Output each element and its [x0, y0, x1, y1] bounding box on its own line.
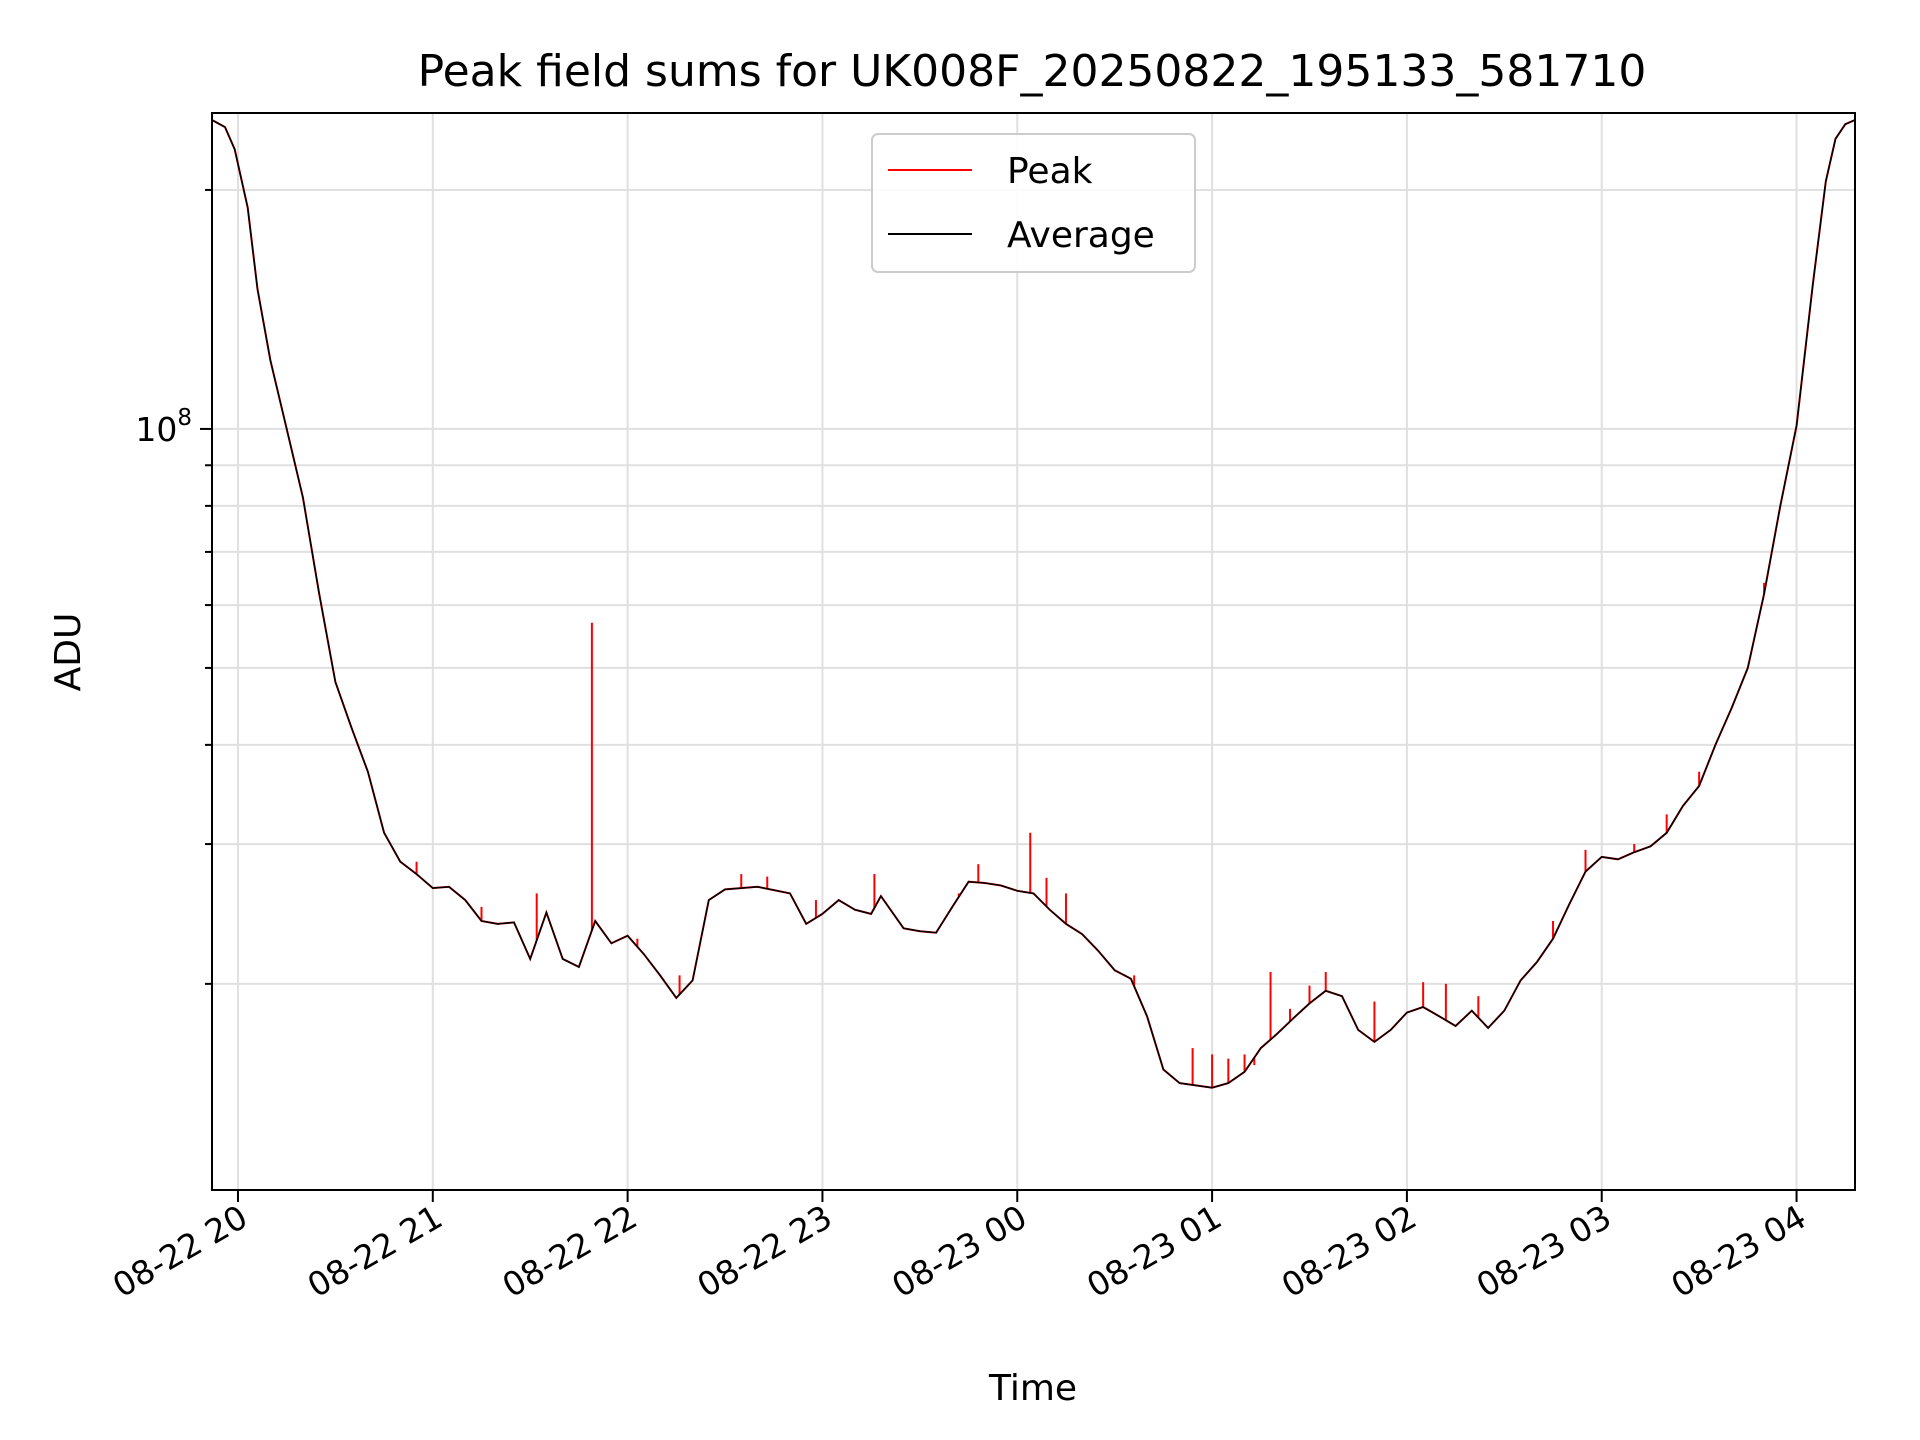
plot-frame [211, 112, 1856, 1191]
chart-title: Peak field sums for UK008F_20250822_1951… [418, 46, 1647, 97]
average-series-line [211, 119, 1856, 1089]
series-layer [211, 119, 1856, 1089]
legend-label-peak: Peak [1007, 151, 1093, 192]
legend-label-average: Average [1007, 215, 1155, 256]
y-tick-exponent: 8 [177, 405, 192, 431]
y-axis-label: ADU [48, 613, 89, 692]
grid [212, 113, 1855, 1190]
y-tick-label: 108 [135, 405, 192, 449]
legend-box [871, 133, 1196, 273]
x-axis-label: Time [988, 1368, 1077, 1409]
legend: Peak Average [871, 133, 1196, 273]
